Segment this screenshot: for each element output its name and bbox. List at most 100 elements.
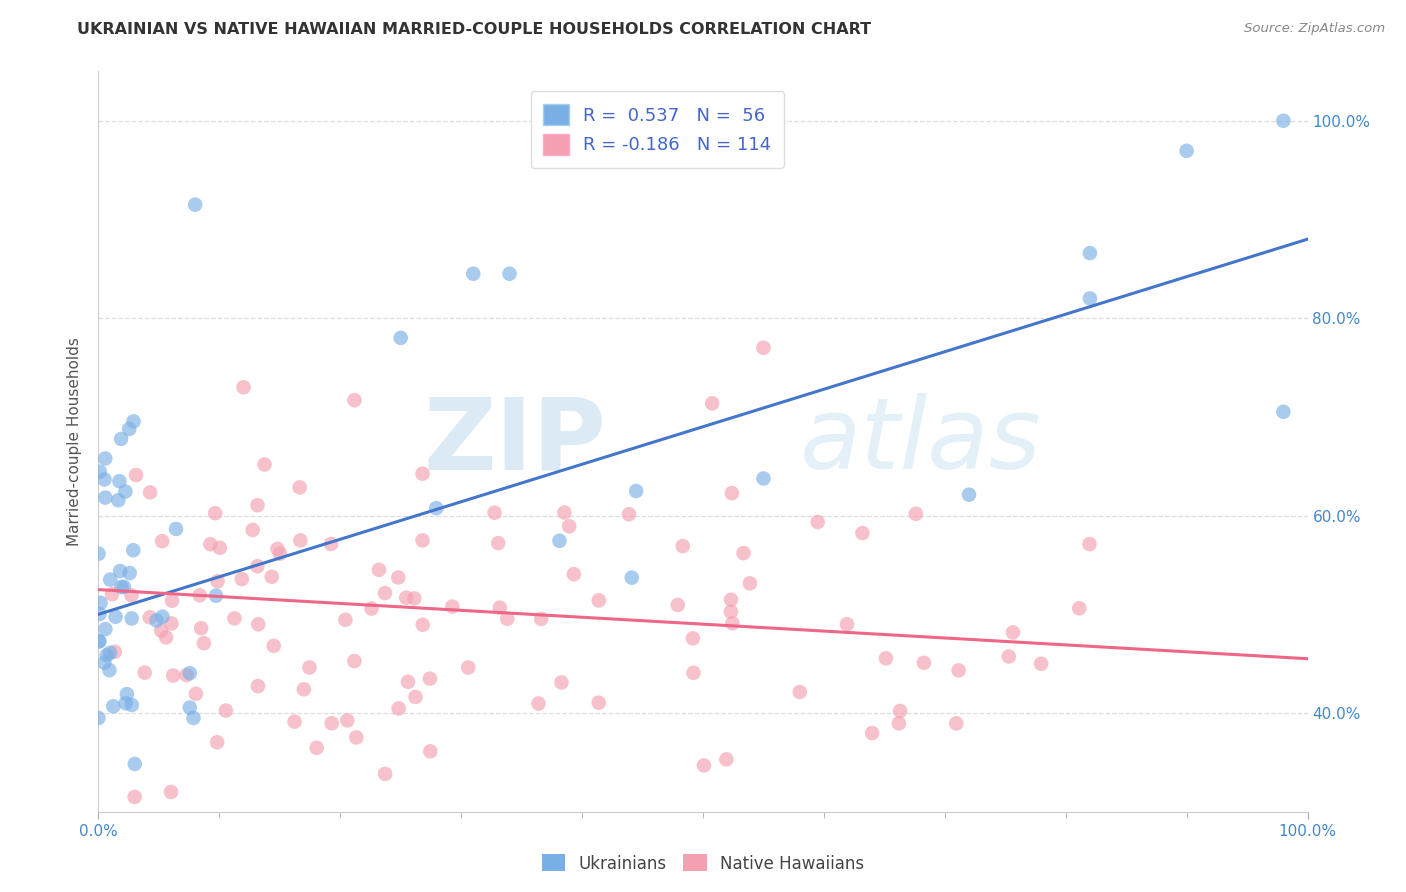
Point bbox=[1029, 657, 1052, 671]
Point bbox=[1175, 144, 1198, 158]
Point bbox=[94, 622, 117, 636]
Point bbox=[120, 588, 142, 602]
Point bbox=[150, 624, 173, 638]
Point bbox=[807, 823, 830, 838]
Point bbox=[114, 696, 136, 710]
Point bbox=[998, 649, 1021, 664]
Point bbox=[94, 451, 117, 466]
Point bbox=[266, 541, 288, 556]
Point bbox=[617, 507, 640, 521]
Point bbox=[246, 498, 269, 512]
Point bbox=[231, 572, 253, 586]
Point bbox=[139, 610, 162, 624]
Point bbox=[1272, 113, 1295, 128]
Point bbox=[374, 586, 396, 600]
Point bbox=[387, 570, 409, 584]
Point bbox=[269, 547, 291, 561]
Point bbox=[368, 563, 391, 577]
Point bbox=[232, 380, 254, 394]
Point bbox=[205, 735, 228, 749]
Point bbox=[110, 580, 132, 594]
Text: Source: ZipAtlas.com: Source: ZipAtlas.com bbox=[1244, 22, 1385, 36]
Point bbox=[457, 660, 479, 674]
Point bbox=[716, 752, 738, 766]
Point bbox=[96, 648, 118, 663]
Point bbox=[553, 506, 575, 520]
Point bbox=[530, 612, 553, 626]
Point bbox=[672, 539, 695, 553]
Point bbox=[752, 471, 775, 485]
Point bbox=[343, 393, 366, 408]
Point bbox=[101, 587, 124, 601]
Point bbox=[284, 714, 307, 729]
Point bbox=[162, 668, 184, 682]
Point bbox=[204, 506, 226, 520]
Point bbox=[889, 704, 911, 718]
Point bbox=[666, 598, 689, 612]
Point bbox=[160, 616, 183, 631]
Point bbox=[207, 574, 229, 589]
Point bbox=[87, 711, 110, 725]
Point bbox=[498, 267, 520, 281]
Point bbox=[527, 697, 550, 711]
Legend: R =  0.537   N =  56, R = -0.186   N = 114: R = 0.537 N = 56, R = -0.186 N = 114 bbox=[530, 92, 783, 168]
Point bbox=[87, 547, 110, 561]
Point bbox=[550, 675, 572, 690]
Point bbox=[548, 533, 571, 548]
Point bbox=[496, 612, 519, 626]
Point bbox=[224, 611, 246, 625]
Point bbox=[134, 665, 156, 680]
Point bbox=[108, 474, 131, 488]
Text: UKRAINIAN VS NATIVE HAWAIIAN MARRIED-COUPLE HOUSEHOLDS CORRELATION CHART: UKRAINIAN VS NATIVE HAWAIIAN MARRIED-COU… bbox=[77, 22, 872, 37]
Point bbox=[419, 744, 441, 758]
Point bbox=[693, 758, 716, 772]
Point bbox=[155, 631, 177, 645]
Point bbox=[114, 484, 136, 499]
Point bbox=[562, 567, 585, 582]
Point bbox=[344, 731, 367, 745]
Point bbox=[343, 654, 366, 668]
Point bbox=[682, 665, 704, 680]
Point bbox=[184, 687, 207, 701]
Legend: Ukrainians, Native Hawaiians: Ukrainians, Native Hawaiians bbox=[536, 847, 870, 880]
Point bbox=[124, 789, 146, 804]
Point bbox=[789, 685, 811, 699]
Point bbox=[205, 589, 228, 603]
Point bbox=[396, 674, 419, 689]
Point bbox=[263, 639, 285, 653]
Point bbox=[305, 740, 328, 755]
Point bbox=[115, 687, 138, 701]
Point bbox=[948, 663, 970, 677]
Point bbox=[98, 663, 121, 677]
Point bbox=[360, 601, 382, 615]
Point bbox=[624, 483, 647, 498]
Point bbox=[321, 537, 343, 551]
Y-axis label: Married-couple Households: Married-couple Households bbox=[67, 337, 83, 546]
Point bbox=[558, 519, 581, 533]
Point bbox=[721, 486, 744, 500]
Point bbox=[1078, 537, 1101, 551]
Point bbox=[807, 515, 830, 529]
Point bbox=[875, 651, 897, 665]
Point bbox=[122, 543, 145, 558]
Point bbox=[292, 682, 315, 697]
Point bbox=[374, 767, 396, 781]
Point bbox=[1001, 625, 1024, 640]
Point bbox=[835, 617, 858, 632]
Point bbox=[335, 613, 357, 627]
Point bbox=[463, 267, 485, 281]
Point bbox=[93, 473, 115, 487]
Point bbox=[246, 679, 269, 693]
Point bbox=[124, 756, 146, 771]
Point bbox=[419, 672, 441, 686]
Point bbox=[721, 616, 744, 631]
Point bbox=[215, 704, 238, 718]
Point bbox=[208, 541, 231, 555]
Point bbox=[912, 656, 935, 670]
Text: atlas: atlas bbox=[800, 393, 1042, 490]
Point bbox=[87, 634, 110, 648]
Point bbox=[733, 546, 755, 560]
Point bbox=[1078, 292, 1101, 306]
Point bbox=[184, 197, 207, 211]
Point bbox=[620, 571, 643, 585]
